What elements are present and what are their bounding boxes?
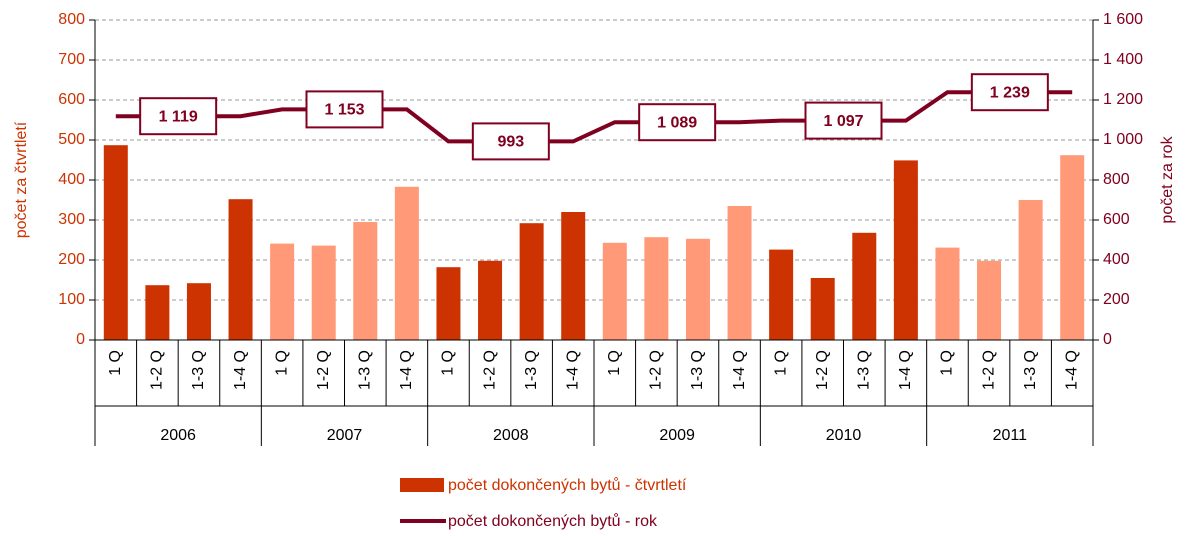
y2-tick-label: 1 200 xyxy=(1103,91,1143,108)
legend-swatch xyxy=(400,478,444,492)
x-tick-label: 1-3 Q xyxy=(1022,350,1039,390)
x-tick-label: 1-4 Q xyxy=(564,350,581,390)
y-tick-label: 100 xyxy=(58,291,85,308)
y2-tick-label: 400 xyxy=(1103,251,1130,268)
x-tick-label: 1-4 Q xyxy=(232,350,249,390)
x-tick-label: 1 Q xyxy=(440,350,457,376)
x-tick-label: 1-2 Q xyxy=(481,350,498,390)
bar xyxy=(852,232,877,340)
bar xyxy=(727,206,752,340)
line xyxy=(115,90,1073,144)
group-label: 2011 xyxy=(993,427,1028,444)
total-box xyxy=(970,73,1049,112)
x-tick-label: 1-3 Q xyxy=(357,350,374,390)
x-tick-label: 1-4 Q xyxy=(897,350,914,390)
y2-tick-label: 0 xyxy=(1103,331,1112,348)
group-label: 2008 xyxy=(493,427,529,444)
total-label: 1 119 xyxy=(159,108,198,125)
x-tick-label: 1-3 Q xyxy=(856,350,873,390)
group-label: 2009 xyxy=(659,427,695,444)
bar xyxy=(977,260,1002,340)
y2-tick-label: 1 000 xyxy=(1103,131,1143,148)
x-tick-label: 1 Q xyxy=(273,350,290,376)
group-label: 2007 xyxy=(327,427,363,444)
legend-label: počet dokončených bytů - rok xyxy=(448,512,658,530)
bar xyxy=(436,267,461,340)
y2-tick-label: 200 xyxy=(1103,291,1130,308)
x-tick-label: 1-4 Q xyxy=(398,350,415,390)
total-label: 1 097 xyxy=(823,113,863,130)
y-tick-label: 700 xyxy=(58,51,85,68)
y-tick-label: 800 xyxy=(58,11,85,28)
x-tick-label: 1-2 Q xyxy=(149,350,166,390)
total-box xyxy=(305,90,384,129)
x-tick-label: 1-3 Q xyxy=(190,350,207,390)
bar xyxy=(270,243,295,340)
total-label: 1 089 xyxy=(657,114,697,131)
y2-tick-label: 1 400 xyxy=(1103,51,1143,68)
total-label: 1 153 xyxy=(324,102,364,119)
bar xyxy=(1060,155,1085,340)
legend-label: počet dokončených bytů - čtvrtletí xyxy=(448,476,687,494)
bar xyxy=(769,249,794,340)
y-tick-label: 600 xyxy=(58,91,85,108)
bar xyxy=(644,237,669,340)
y2-axis-title: počet za rok xyxy=(1159,135,1176,223)
group-label: 2010 xyxy=(826,427,862,444)
y-axis-title: počet za čtvrtletí xyxy=(13,121,30,238)
x-tick-label: 1-4 Q xyxy=(731,350,748,390)
bar xyxy=(685,238,710,340)
total-label: 1 239 xyxy=(990,84,1030,101)
y2-tick-label: 800 xyxy=(1103,171,1130,188)
bar xyxy=(145,285,170,340)
bar xyxy=(602,242,627,340)
x-tick-label: 1 Q xyxy=(107,350,124,376)
y-tick-label: 300 xyxy=(58,211,85,228)
x-tick-label: 1-3 Q xyxy=(689,350,706,390)
total-box xyxy=(638,103,717,142)
bar xyxy=(810,278,835,340)
bar xyxy=(519,223,544,340)
y-tick-label: 500 xyxy=(58,131,85,148)
x-tick-label: 1-2 Q xyxy=(980,350,997,390)
total-label: 993 xyxy=(497,134,524,151)
x-tick-label: 1 Q xyxy=(606,350,623,376)
total-box xyxy=(139,97,218,136)
bar xyxy=(935,247,960,340)
x-tick-label: 1-4 Q xyxy=(1063,350,1080,390)
y-tick-label: 0 xyxy=(76,331,85,348)
x-tick-label: 1-2 Q xyxy=(648,350,665,390)
bar xyxy=(1018,200,1043,340)
bar xyxy=(228,199,253,340)
x-tick-label: 1-2 Q xyxy=(814,350,831,390)
x-tick-label: 1-2 Q xyxy=(315,350,332,390)
bar xyxy=(353,222,378,340)
total-box xyxy=(804,101,883,140)
total-box xyxy=(471,122,550,161)
bar xyxy=(893,160,918,340)
x-tick-label: 1 Q xyxy=(939,350,956,376)
bar xyxy=(478,260,503,340)
bar xyxy=(561,212,586,340)
x-tick-label: 1-3 Q xyxy=(523,350,540,390)
y2-tick-label: 600 xyxy=(1103,211,1130,228)
bar xyxy=(394,186,419,340)
bar xyxy=(311,245,336,340)
y2-tick-label: 1 600 xyxy=(1103,11,1143,28)
y-tick-label: 200 xyxy=(58,251,85,268)
bar xyxy=(103,145,128,340)
y-tick-label: 400 xyxy=(58,171,85,188)
bar xyxy=(186,283,211,340)
x-tick-label: 1 Q xyxy=(772,350,789,376)
group-label: 2006 xyxy=(160,427,196,444)
